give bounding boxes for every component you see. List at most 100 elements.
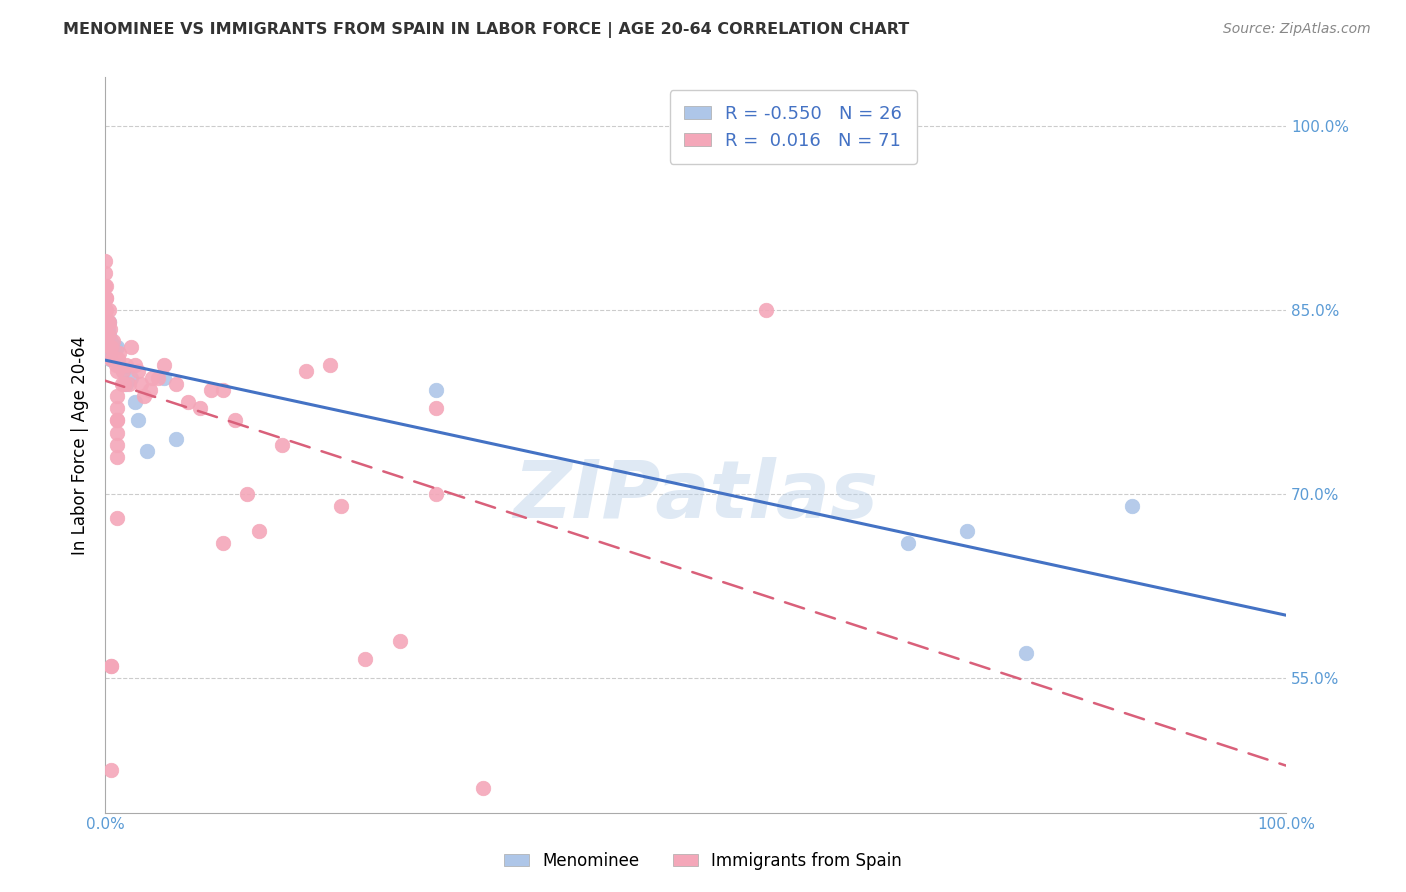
Legend: R = -0.550   N = 26, R =  0.016   N = 71: R = -0.550 N = 26, R = 0.016 N = 71	[669, 90, 917, 164]
Point	[956, 524, 979, 538]
Point	[472, 780, 495, 795]
Point	[97, 316, 120, 330]
Point	[101, 352, 124, 367]
Point	[94, 278, 117, 293]
Point	[188, 401, 211, 416]
Point	[105, 401, 128, 416]
Point	[389, 634, 412, 648]
Point	[115, 359, 138, 373]
Point	[108, 359, 131, 373]
Point	[100, 763, 122, 777]
Point	[96, 291, 118, 305]
Point	[103, 334, 125, 348]
Point	[177, 395, 200, 409]
Point	[100, 340, 122, 354]
Point	[100, 334, 122, 348]
Point	[212, 536, 235, 550]
Point	[1121, 500, 1143, 514]
Point	[124, 395, 146, 409]
Point	[124, 359, 146, 373]
Point	[96, 278, 118, 293]
Point	[330, 500, 353, 514]
Text: Source: ZipAtlas.com: Source: ZipAtlas.com	[1223, 22, 1371, 37]
Point	[104, 340, 127, 354]
Point	[105, 425, 128, 440]
Point	[153, 370, 176, 384]
Point	[97, 327, 120, 342]
Point	[97, 327, 120, 342]
Point	[97, 340, 120, 354]
Point	[111, 376, 134, 391]
Point	[105, 389, 128, 403]
Point	[97, 340, 120, 354]
Point	[107, 352, 129, 367]
Point	[141, 370, 163, 384]
Point	[148, 370, 170, 384]
Point	[236, 487, 259, 501]
Point	[135, 444, 157, 458]
Point	[295, 364, 318, 378]
Point	[129, 376, 152, 391]
Point	[111, 364, 134, 378]
Point	[97, 303, 120, 318]
Point	[104, 352, 127, 367]
Point	[224, 413, 246, 427]
Point	[97, 334, 120, 348]
Point	[96, 316, 118, 330]
Point	[318, 359, 340, 373]
Point	[96, 303, 118, 318]
Point	[105, 413, 128, 427]
Point	[98, 352, 121, 367]
Point	[200, 383, 222, 397]
Point	[425, 487, 447, 501]
Point	[100, 352, 122, 367]
Point	[425, 383, 447, 397]
Point	[97, 316, 120, 330]
Point	[94, 316, 117, 330]
Point	[94, 291, 117, 305]
Point	[755, 303, 778, 318]
Text: ZIPatlas: ZIPatlas	[513, 458, 879, 535]
Point	[139, 383, 162, 397]
Point	[105, 511, 128, 525]
Point	[127, 413, 149, 427]
Point	[212, 383, 235, 397]
Point	[112, 376, 135, 391]
Point	[425, 401, 447, 416]
Text: MENOMINEE VS IMMIGRANTS FROM SPAIN IN LABOR FORCE | AGE 20-64 CORRELATION CHART: MENOMINEE VS IMMIGRANTS FROM SPAIN IN LA…	[63, 22, 910, 38]
Point	[97, 316, 120, 330]
Point	[120, 340, 142, 354]
Point	[97, 340, 120, 354]
Point	[120, 370, 142, 384]
Point	[271, 438, 294, 452]
Point	[897, 536, 920, 550]
Point	[111, 364, 134, 378]
Point	[134, 389, 156, 403]
Point	[104, 359, 127, 373]
Point	[1015, 646, 1038, 660]
Point	[153, 359, 176, 373]
Point	[165, 432, 187, 446]
Legend: Menominee, Immigrants from Spain: Menominee, Immigrants from Spain	[498, 846, 908, 877]
Point	[105, 438, 128, 452]
Point	[96, 291, 118, 305]
Point	[97, 316, 120, 330]
Point	[105, 413, 128, 427]
Point	[97, 321, 120, 335]
Point	[94, 267, 117, 281]
Point	[105, 340, 128, 354]
Point	[108, 346, 131, 360]
Point	[100, 658, 122, 673]
Point	[94, 327, 117, 342]
Point	[105, 450, 128, 465]
Point	[118, 376, 141, 391]
Point	[100, 658, 122, 673]
Point	[165, 376, 187, 391]
Point	[94, 303, 117, 318]
Point	[105, 364, 128, 378]
Point	[127, 364, 149, 378]
Y-axis label: In Labor Force | Age 20-64: In Labor Force | Age 20-64	[72, 335, 89, 555]
Point	[94, 254, 117, 268]
Point	[101, 340, 124, 354]
Point	[115, 376, 138, 391]
